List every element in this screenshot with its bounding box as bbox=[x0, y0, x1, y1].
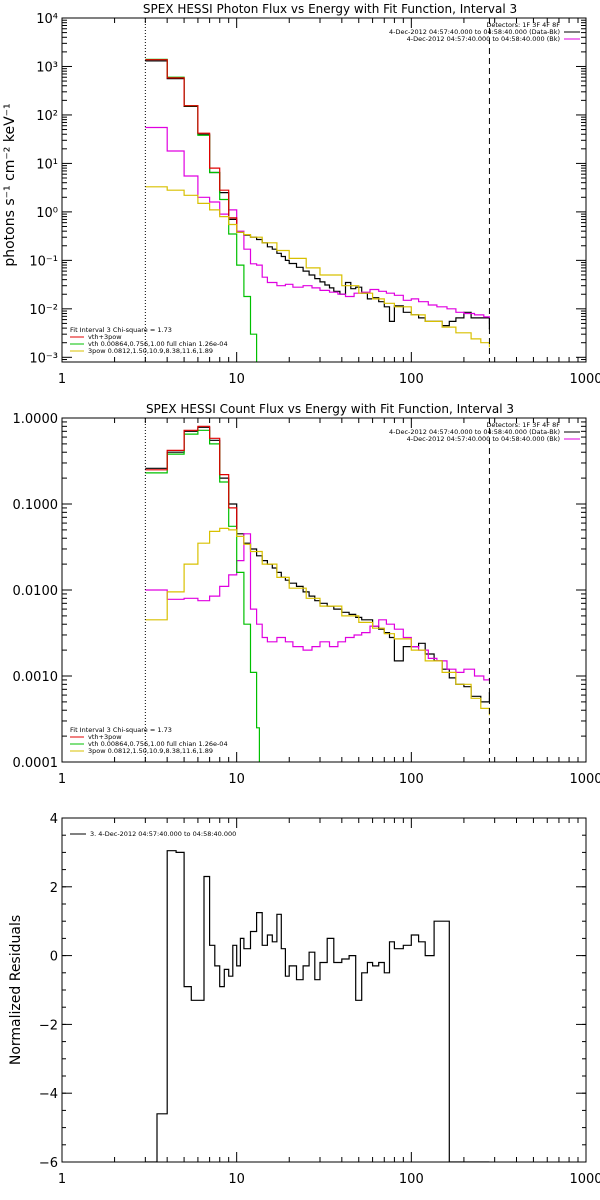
photon-panel-ylabel: photons s⁻¹ cm⁻² keV⁻¹ bbox=[2, 103, 18, 266]
y-tick-label: 10⁻¹ bbox=[29, 254, 58, 269]
y-tick-label: 0.0001 bbox=[13, 756, 59, 771]
y-tick-label: 10⁴ bbox=[36, 12, 58, 27]
x-tick-label: 10 bbox=[228, 1172, 245, 1187]
photon-flux-panel: SPEX HESSI Photon Flux vs Energy with Fi… bbox=[2, 2, 600, 387]
count-plot-area: 1 10 100 1000 0.0001 0.0010 0.0100 0.1000 1.0000… bbox=[13, 412, 600, 787]
legend-bottomleft-text: vth 0.00864,0.756,1.00 full chian 1.26e-… bbox=[88, 340, 228, 348]
y-tick-label: 0.0010 bbox=[13, 670, 59, 685]
legend-topright-text: 4-Dec-2012 04:57:40.000 to 04:58:40.000 … bbox=[389, 28, 560, 36]
legend-bottomleft-text: vth+3pow bbox=[88, 733, 122, 741]
series-3-4-dec-2012-04-57-40-000-to-04-58-40-00 bbox=[145, 850, 490, 1162]
y-tick-label: −4 bbox=[39, 1087, 58, 1102]
y-tick-label: 4 bbox=[50, 812, 58, 827]
series-vth bbox=[145, 429, 260, 762]
photon-plot-area: 1 10 100 1000 10⁻³ 10⁻² 10⁻¹ 10⁰ 10¹ 10² 10³ 10⁴ Det… bbox=[29, 12, 600, 387]
legend-bottomleft-text: vth 0.00864,0.756,1.00 full chian 1.26e-… bbox=[88, 740, 228, 748]
y-tick-label: 1.0000 bbox=[13, 412, 59, 427]
residuals-panel: Normalized Residuals 1 10 100 1000 −6 −4 −2 0 2 4… bbox=[8, 812, 600, 1187]
series-group bbox=[145, 425, 490, 762]
x-tick-label: 100 bbox=[399, 372, 424, 387]
x-tick-label: 1 bbox=[58, 1172, 66, 1187]
legend-bottomleft-text: 3pow 0.0812,1.50,10.9,8.38,11.6,1.89 bbox=[88, 347, 213, 355]
residuals-panel-ylabel: Normalized Residuals bbox=[8, 915, 24, 1065]
series-3pow bbox=[145, 186, 490, 348]
y-tick-label: 10⁰ bbox=[36, 206, 58, 221]
legend-bottomleft-text: Fit Interval 3 Chi-square = 1.73 bbox=[70, 726, 172, 734]
plot-frame bbox=[61, 817, 587, 1163]
legend-topleft-text: 3. 4-Dec-2012 04:57:40.000 to 04:58:40.0… bbox=[90, 830, 236, 838]
legend-bottomleft-text: vth+3pow bbox=[88, 333, 122, 341]
legend-topright-text: Detectors: 1F 3F 4F 8F bbox=[486, 21, 560, 29]
x-tick-label: 10 bbox=[228, 372, 245, 387]
y-tick-label: 10⁻³ bbox=[29, 351, 58, 366]
y-tick-label: −6 bbox=[39, 1156, 58, 1171]
series-3pow bbox=[145, 527, 490, 716]
x-tick-label: 1 bbox=[58, 372, 66, 387]
y-tick-label: 0 bbox=[50, 950, 58, 965]
x-tick-label: 1000 bbox=[569, 772, 600, 787]
y-tick-label: −2 bbox=[39, 1018, 58, 1033]
legend-topright-text: Detectors: 1F 3F 4F 8F bbox=[486, 421, 560, 429]
legend-topright-text: 4-Dec-2012 04:57:40.000 to 04:58:40.000 … bbox=[389, 428, 560, 436]
series-4-dec-2012-04-57-40-000-to-04-58-40-000- bbox=[145, 126, 490, 318]
legend-bottomleft-text: Fit Interval 3 Chi-square = 1.73 bbox=[70, 326, 172, 334]
x-tick-label: 100 bbox=[399, 772, 424, 787]
y-tick-label: 10⁻² bbox=[29, 303, 58, 318]
x-tick-label: 1000 bbox=[569, 1172, 600, 1187]
plot-frame bbox=[61, 417, 587, 763]
legend-bottomleft-text: 3pow 0.0812,1.50,10.9,8.38,11.6,1.89 bbox=[88, 747, 213, 755]
y-tick-label: 10³ bbox=[36, 60, 58, 75]
y-tick-label: 2 bbox=[50, 881, 58, 896]
x-tick-label: 1000 bbox=[569, 372, 600, 387]
photon-panel-title: SPEX HESSI Photon Flux vs Energy with Fi… bbox=[143, 2, 517, 16]
count-panel-title: SPEX HESSI Count Flux vs Energy with Fit… bbox=[146, 402, 514, 416]
series-group bbox=[145, 58, 490, 362]
legend-topright-text: 4-Dec-2012 04:57:40.000 to 04:58:40.000 … bbox=[407, 35, 560, 43]
series-vth-3pow bbox=[145, 425, 238, 530]
plot-frame bbox=[61, 17, 587, 363]
y-tick-label: 10¹ bbox=[36, 157, 58, 172]
series-vth-3pow bbox=[145, 59, 238, 232]
count-flux-panel: SPEX HESSI Count Flux vs Energy with Fit… bbox=[13, 402, 600, 787]
legend-topright-text: 4-Dec-2012 04:57:40.000 to 04:58:40.000 … bbox=[407, 435, 560, 443]
x-tick-label: 1 bbox=[58, 772, 66, 787]
x-tick-label: 100 bbox=[399, 1172, 424, 1187]
series-group bbox=[145, 850, 490, 1162]
y-tick-label: 0.1000 bbox=[13, 498, 59, 513]
y-tick-label: 0.0100 bbox=[13, 584, 59, 599]
y-tick-label: 10² bbox=[36, 109, 58, 124]
residuals-plot-area: 1 10 100 1000 −6 −4 −2 0 2 4 3. 4-Dec-2012 04:57:4… bbox=[39, 812, 600, 1187]
series-vth bbox=[145, 58, 258, 362]
x-tick-label: 10 bbox=[228, 772, 245, 787]
series-4-dec-2012-04-57-40-000-to-04-58-40-000- bbox=[145, 533, 490, 681]
